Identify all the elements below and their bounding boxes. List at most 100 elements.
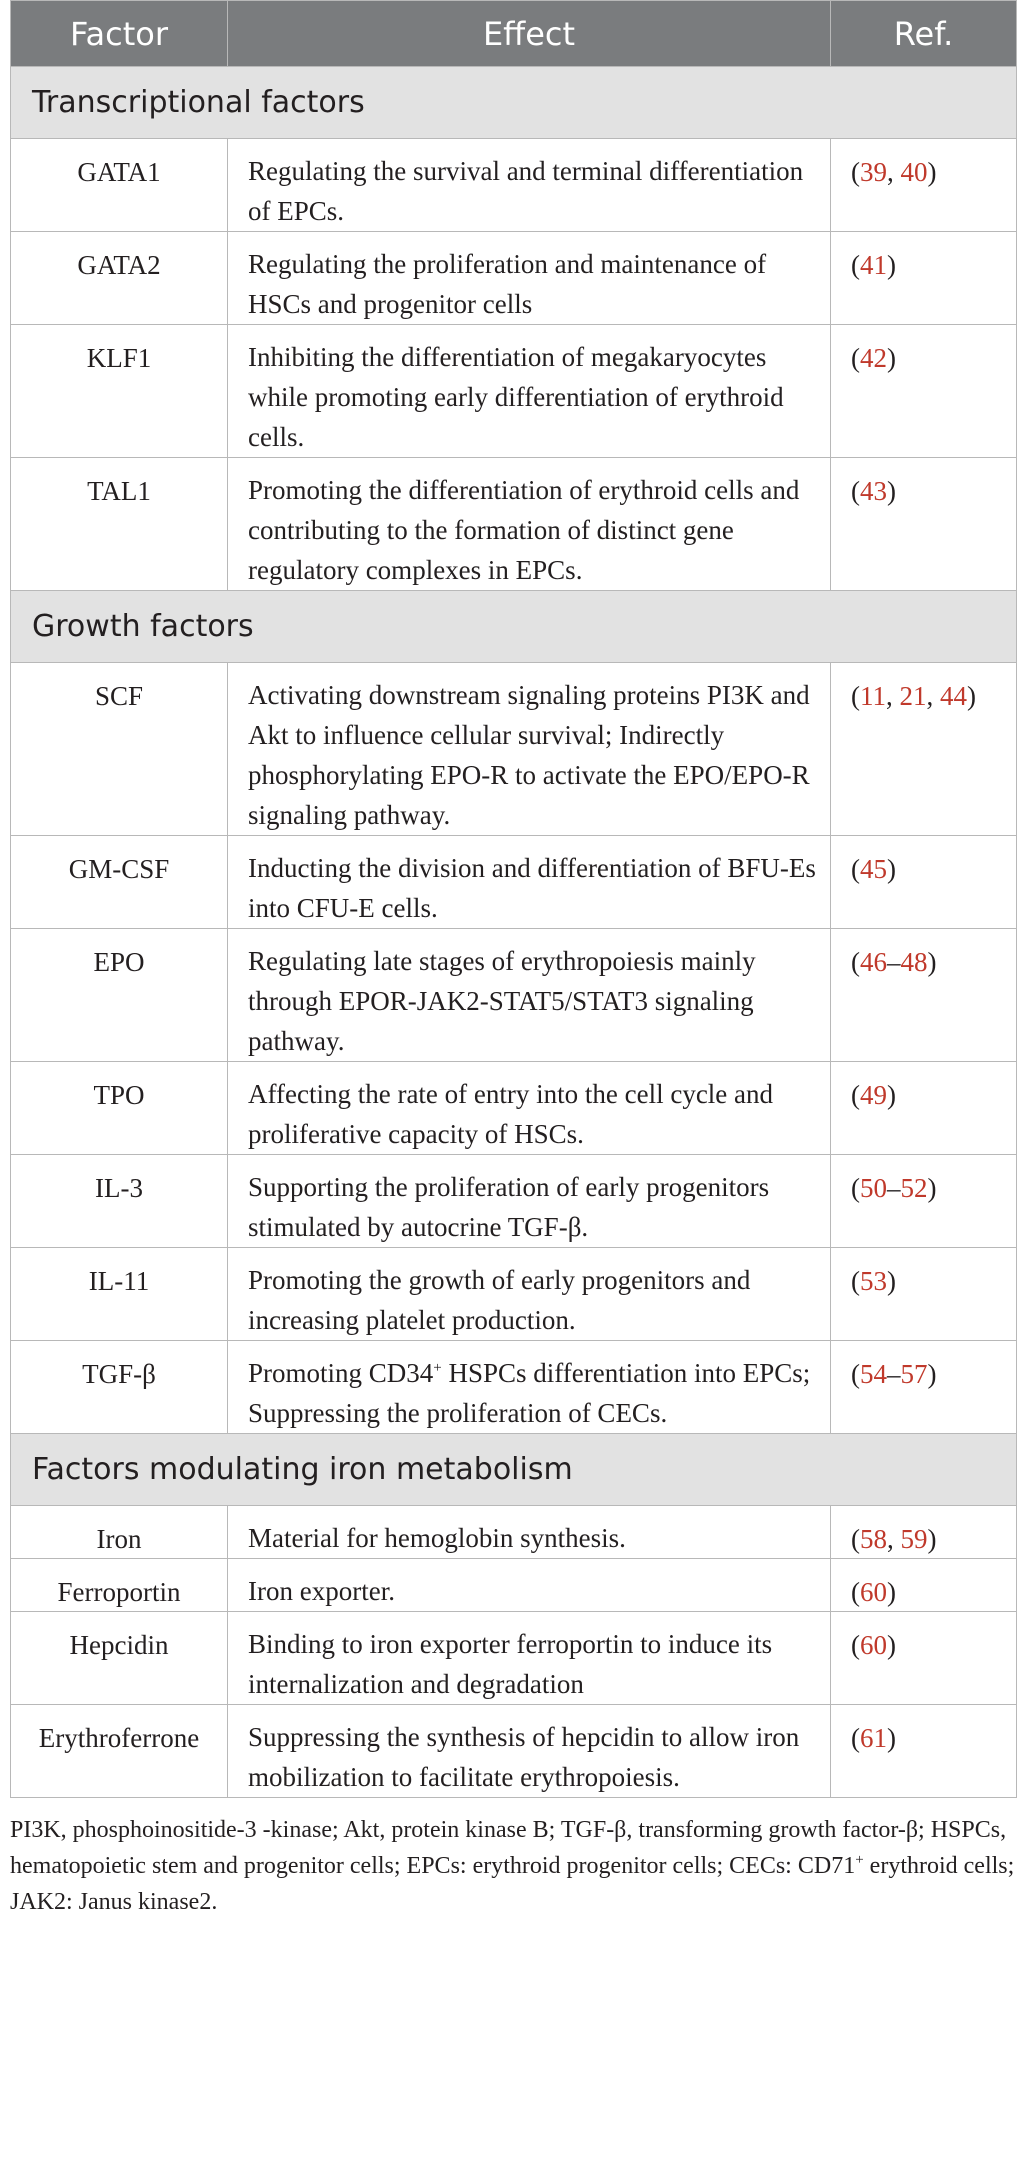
ref-link[interactable]: 58 [860,1524,887,1554]
table-row: Ferroportin Iron exporter. (60) [10,1558,1017,1612]
factor-cell: GM-CSF [10,835,228,929]
ref-link[interactable]: 59 [900,1524,928,1554]
ref-link[interactable]: 48 [900,947,928,977]
factor-cell: Ferroportin [10,1558,228,1612]
ref-cell: (58, 59) [830,1505,1017,1559]
table-row: TAL1 Promoting the differentiation of ery… [10,457,1017,591]
ref-cell: (42) [830,324,1017,458]
factor-cell: IL-11 [10,1247,228,1341]
ref-cell: (45) [830,835,1017,929]
effect-text: Promoting CD34 [248,1358,434,1388]
factor-cell: TPO [10,1061,228,1155]
ref-cell: (53) [830,1247,1017,1341]
section-title: Transcriptional factors [10,66,1017,139]
ref-link[interactable]: 43 [860,476,887,506]
section-header-row: Factors modulating iron metabolism [10,1433,1017,1506]
ref-cell: (41) [830,231,1017,325]
section-title: Factors modulating iron metabolism [10,1433,1017,1506]
ref-cell: (50–52) [830,1154,1017,1248]
factor-cell: TAL1 [10,457,228,591]
factor-cell: KLF1 [10,324,228,458]
table-row: IL-11 Promoting the growth of early proge… [10,1247,1017,1341]
table-row: Erythroferrone Suppressing the synthesis … [10,1704,1017,1798]
factor-cell: IL-3 [10,1154,228,1248]
table-row: IL-3 Supporting the proliferation of earl… [10,1154,1017,1248]
ref-link[interactable]: 50 [860,1173,887,1203]
ref-link[interactable]: 40 [900,157,928,187]
section-title: Growth factors [10,590,1017,663]
ref-link[interactable]: 54 [860,1359,887,1389]
footnote-text: erythroid cells; JAK2: Janus kinase2. [10,1853,1015,1915]
section-header-row: Growth factors [10,590,1017,663]
factor-cell: EPO [10,928,228,1062]
effect-cell: Suppressing the synthesis of hepcidin to… [227,1704,831,1798]
ref-link[interactable]: 57 [900,1359,928,1389]
table-row: TGF-β Promoting CD34+ HSPCs differentiati… [10,1340,1017,1434]
effect-cell: Binding to iron exporter ferroportin to … [227,1611,831,1705]
factor-cell: SCF [10,662,228,836]
ref-link[interactable]: 61 [860,1723,887,1753]
ref-link[interactable]: 42 [860,343,887,373]
header-ref: Ref. [830,0,1017,67]
table-row: TPO Affecting the rate of entry into the … [10,1061,1017,1155]
effect-cell: Regulating the survival and terminal dif… [227,138,831,232]
effect-cell: Material for hemoglobin synthesis. [227,1505,831,1559]
table-row: Hepcidin Binding to iron exporter ferropo… [10,1611,1017,1705]
table-header-row: Factor Effect Ref. [10,0,1017,67]
effect-cell: Supporting the proliferation of early pr… [227,1154,831,1248]
table-row: EPO Regulating late stages of erythropoie… [10,928,1017,1062]
ref-cell: (11, 21, 44) [830,662,1017,836]
table-row: SCF Activating downstream signaling prote… [10,662,1017,836]
ref-link[interactable]: 39 [860,157,887,187]
factor-cell: GATA1 [10,138,228,232]
ref-cell: (60) [830,1611,1017,1705]
table-body: Transcriptional factors GATA1 Regulating t… [10,66,1017,1798]
factor-cell: GATA2 [10,231,228,325]
ref-link[interactable]: 11 [860,681,886,711]
table-footnote: PI3K, phosphoinositide-3 -kinase; Akt, p… [10,1812,1016,1920]
header-effect: Effect [227,0,831,67]
table-row: GM-CSF Inducting the division and differe… [10,835,1017,929]
factor-cell: Iron [10,1505,228,1559]
effect-cell: Inducting the division and differentiati… [227,835,831,929]
ref-link[interactable]: 60 [860,1630,887,1660]
table-container: Factor Effect Ref. Transcriptional facto… [10,0,1017,1920]
ref-link[interactable]: 49 [860,1080,887,1110]
effect-cell: Promoting the growth of early progenitor… [227,1247,831,1341]
factor-cell: TGF-β [10,1340,228,1434]
section-header-row: Transcriptional factors [10,66,1017,139]
ref-link[interactable]: 53 [860,1266,887,1296]
ref-cell: (60) [830,1558,1017,1612]
table-row: Iron Material for hemoglobin synthesis. (5… [10,1505,1017,1559]
ref-cell: (46–48) [830,928,1017,1062]
effect-cell: Promoting CD34+ HSPCs differentiation in… [227,1340,831,1434]
effect-cell: Affecting the rate of entry into the cel… [227,1061,831,1155]
effect-cell: Regulating late stages of erythropoiesis… [227,928,831,1062]
effect-cell: Activating downstream signaling proteins… [227,662,831,836]
ref-link[interactable]: 52 [900,1173,928,1203]
superscript: + [855,1852,864,1868]
superscript: + [433,1360,442,1376]
factor-cell: Erythroferrone [10,1704,228,1798]
ref-cell: (43) [830,457,1017,591]
effect-cell: Iron exporter. [227,1558,831,1612]
footnote-text: PI3K, phosphoinositide-3 -kinase; Akt, p… [10,1817,1007,1879]
ref-link[interactable]: 46 [860,947,887,977]
ref-cell: (61) [830,1704,1017,1798]
ref-link[interactable]: 44 [940,681,967,711]
ref-link[interactable]: 60 [860,1577,887,1607]
ref-cell: (49) [830,1061,1017,1155]
effect-text: HSPCs differentiation into EPCs; Suppres… [248,1358,811,1428]
effect-cell: Promoting the differentiation of erythro… [227,457,831,591]
ref-cell: (39, 40) [830,138,1017,232]
table-row: GATA1 Regulating the survival and termina… [10,138,1017,232]
ref-link[interactable]: 45 [860,854,887,884]
effect-cell: Regulating the proliferation and mainten… [227,231,831,325]
table-row: GATA2 Regulating the proliferation and ma… [10,231,1017,325]
header-factor: Factor [10,0,228,67]
ref-cell: (54–57) [830,1340,1017,1434]
ref-link[interactable]: 41 [860,250,887,280]
factors-table: Factor Effect Ref. Transcriptional facto… [10,0,1017,1798]
ref-link[interactable]: 21 [899,681,927,711]
factor-cell: Hepcidin [10,1611,228,1705]
